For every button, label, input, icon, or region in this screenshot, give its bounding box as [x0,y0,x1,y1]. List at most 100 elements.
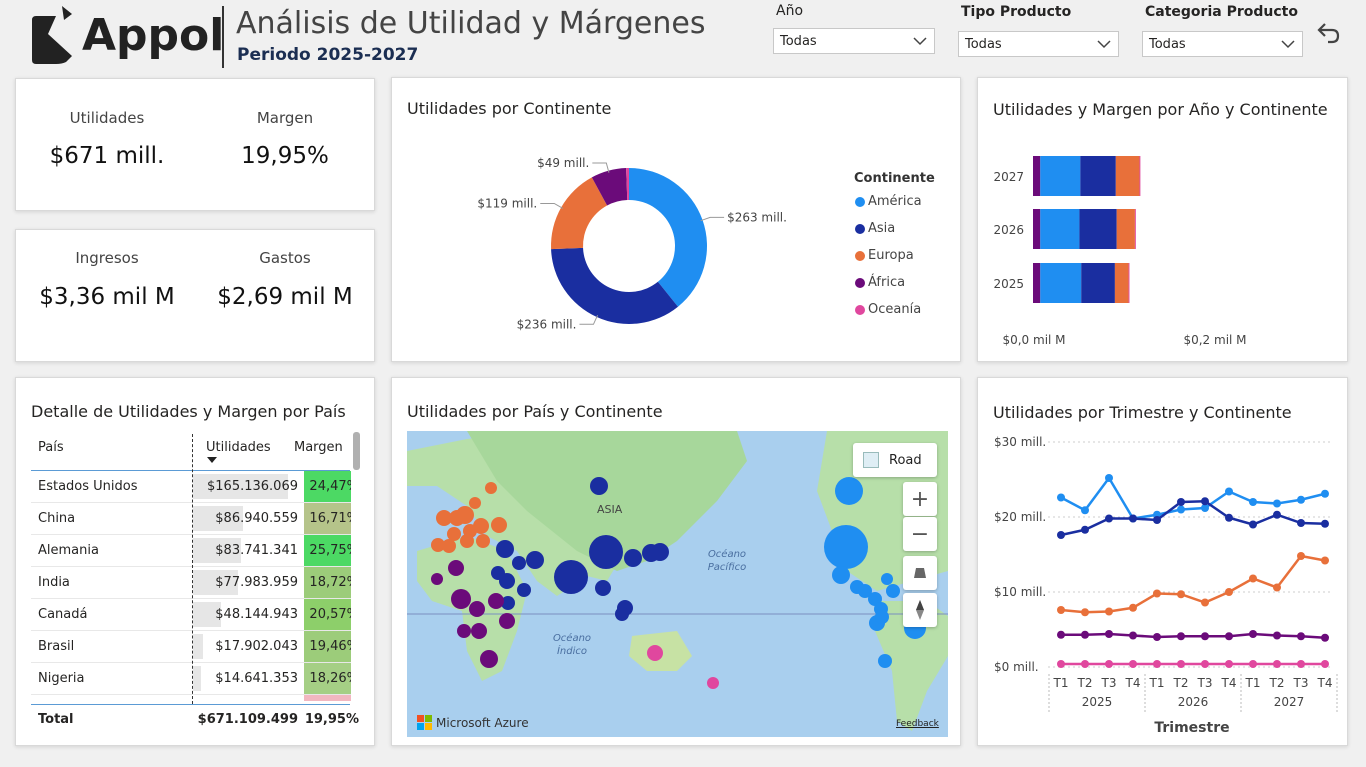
legend-item-europa[interactable]: Europa [855,248,914,263]
map-bubble-asia[interactable] [512,556,526,570]
map-bubble-america[interactable] [875,610,889,624]
map-view[interactable]: ASIA Océano Pacífico Océano Índico Road … [407,431,948,737]
line-point-oceania[interactable] [1297,660,1305,668]
line-point-africa[interactable] [1081,630,1089,639]
line-point-asia[interactable] [1225,513,1233,522]
map-bubble-asia[interactable] [501,596,515,610]
line-point-asia[interactable] [1273,510,1281,519]
bar-segment-2025-europa[interactable] [1114,263,1129,303]
line-point-america[interactable] [1225,487,1233,496]
sort-desc-icon[interactable] [207,457,217,463]
line-point-oceania[interactable] [1249,660,1257,668]
line-point-europa[interactable] [1273,583,1281,592]
map-bubble-asia[interactable] [624,549,642,567]
line-point-asia[interactable] [1081,525,1089,534]
legend-item-oceania[interactable]: Oceanía [855,302,921,317]
line-point-africa[interactable] [1249,630,1257,638]
line-point-africa[interactable] [1129,631,1137,640]
zoom-in-button[interactable]: + [903,482,937,516]
line-point-africa[interactable] [1273,631,1281,640]
bar-segment-2025-asia[interactable] [1081,263,1115,303]
line-point-asia[interactable] [1201,497,1209,506]
line-point-asia[interactable] [1249,520,1257,529]
line-point-europa[interactable] [1177,590,1185,599]
line-point-europa[interactable] [1105,607,1113,616]
line-point-africa[interactable] [1177,632,1185,641]
line-series-america[interactable] [1060,475,1326,520]
map-bubble-america[interactable] [881,573,893,585]
line-series-asia[interactable] [1060,499,1326,537]
map-bubble-asia[interactable] [491,566,505,580]
map-bubble-asia[interactable] [517,583,531,597]
map-bubble-africa[interactable] [471,623,487,639]
bar-segment-2026-europa[interactable] [1116,209,1135,249]
line-point-africa[interactable] [1297,632,1305,641]
world-map[interactable]: ASIA Océano Pacífico Océano Índico [407,431,948,737]
bar-segment-2026-africa[interactable] [1033,209,1041,249]
filter-product-category-dropdown[interactable]: Todas [1142,31,1303,57]
map-bubble-africa[interactable] [499,613,515,629]
bar-segment-2027-america[interactable] [1040,156,1081,196]
line-point-oceania[interactable] [1057,660,1065,668]
map-bubble-america[interactable] [835,477,863,505]
table-row[interactable]: Estados Unidos $165.136.069 24,47% [31,471,351,503]
map-feedback-link[interactable]: Feedback [896,719,939,729]
line-point-oceania[interactable] [1129,660,1137,668]
donut-slice-america[interactable] [629,168,707,307]
line-point-africa[interactable] [1225,632,1233,641]
line-point-europa[interactable] [1249,574,1257,583]
line-point-europa[interactable] [1129,603,1137,612]
line-point-oceania[interactable] [1177,660,1185,668]
table-row[interactable]: Nigeria $14.641.353 18,26% [31,663,351,695]
pitch-button[interactable] [903,556,937,590]
map-style-road-button[interactable]: Road [853,443,937,477]
legend-item-america[interactable]: América [855,194,922,209]
map-bubble-oceania[interactable] [707,677,719,689]
line-point-europa[interactable] [1225,588,1233,596]
map-bubble-europa[interactable] [447,527,461,541]
table-row[interactable]: China $86.940.559 16,71% [31,503,351,535]
bar-segment-2026-oceania[interactable] [1134,209,1136,249]
donut-slice-europa[interactable] [551,177,608,250]
map-bubble-america[interactable] [824,525,868,569]
donut-slice-africa[interactable] [591,168,628,206]
line-point-asia[interactable] [1177,498,1185,506]
table-row[interactable]: Canadá $48.144.943 20,57% [31,599,351,631]
table-scrollbar[interactable] [353,432,360,470]
undo-icon[interactable] [1316,20,1342,46]
map-bubble-asia[interactable] [595,580,611,596]
line-chart[interactable]: $0 mill. $10 mill. $20 mill. $30 mill. T1 T2 T… [978,378,1349,747]
map-bubble-asia[interactable] [615,607,629,621]
line-point-europa[interactable] [1321,556,1329,565]
line-point-oceania[interactable] [1321,660,1329,668]
map-bubble-america[interactable] [832,566,850,584]
map-bubble-asia[interactable] [589,535,623,569]
line-point-america[interactable] [1321,489,1329,498]
line-point-america[interactable] [1297,495,1305,504]
map-bubble-africa[interactable] [488,593,504,609]
line-point-asia[interactable] [1153,516,1161,524]
bar-segment-2025-america[interactable] [1040,263,1082,303]
donut-slice-oceania[interactable] [626,168,629,201]
map-bubble-europa[interactable] [473,518,489,534]
line-point-africa[interactable] [1057,630,1065,639]
map-bubble-europa[interactable] [460,534,474,548]
line-point-america[interactable] [1273,499,1281,508]
bar-segment-2025-oceania[interactable] [1128,263,1130,303]
col-header-pais[interactable]: País [38,440,64,455]
map-bubble-africa[interactable] [457,624,471,638]
map-bubble-europa[interactable] [442,539,456,553]
bar-chart[interactable]: 2027 2026 2025 $0,0 mil M $0,2 mil M [978,78,1349,363]
line-series-africa[interactable] [1061,632,1326,639]
map-bubble-africa[interactable] [431,573,443,585]
bar-segment-2027-europa[interactable] [1115,156,1140,196]
map-bubble-europa[interactable] [431,538,445,552]
donut-chart[interactable]: $263 mill. $236 mill. $119 mill. $49 mill. [392,78,962,363]
line-point-asia[interactable] [1297,519,1305,527]
line-series-europa[interactable] [1060,554,1326,614]
map-bubble-america[interactable] [886,584,900,598]
map-bubble-africa[interactable] [480,650,498,668]
line-point-europa[interactable] [1057,606,1065,614]
zoom-out-button[interactable]: − [903,517,937,551]
line-point-africa[interactable] [1321,633,1329,642]
